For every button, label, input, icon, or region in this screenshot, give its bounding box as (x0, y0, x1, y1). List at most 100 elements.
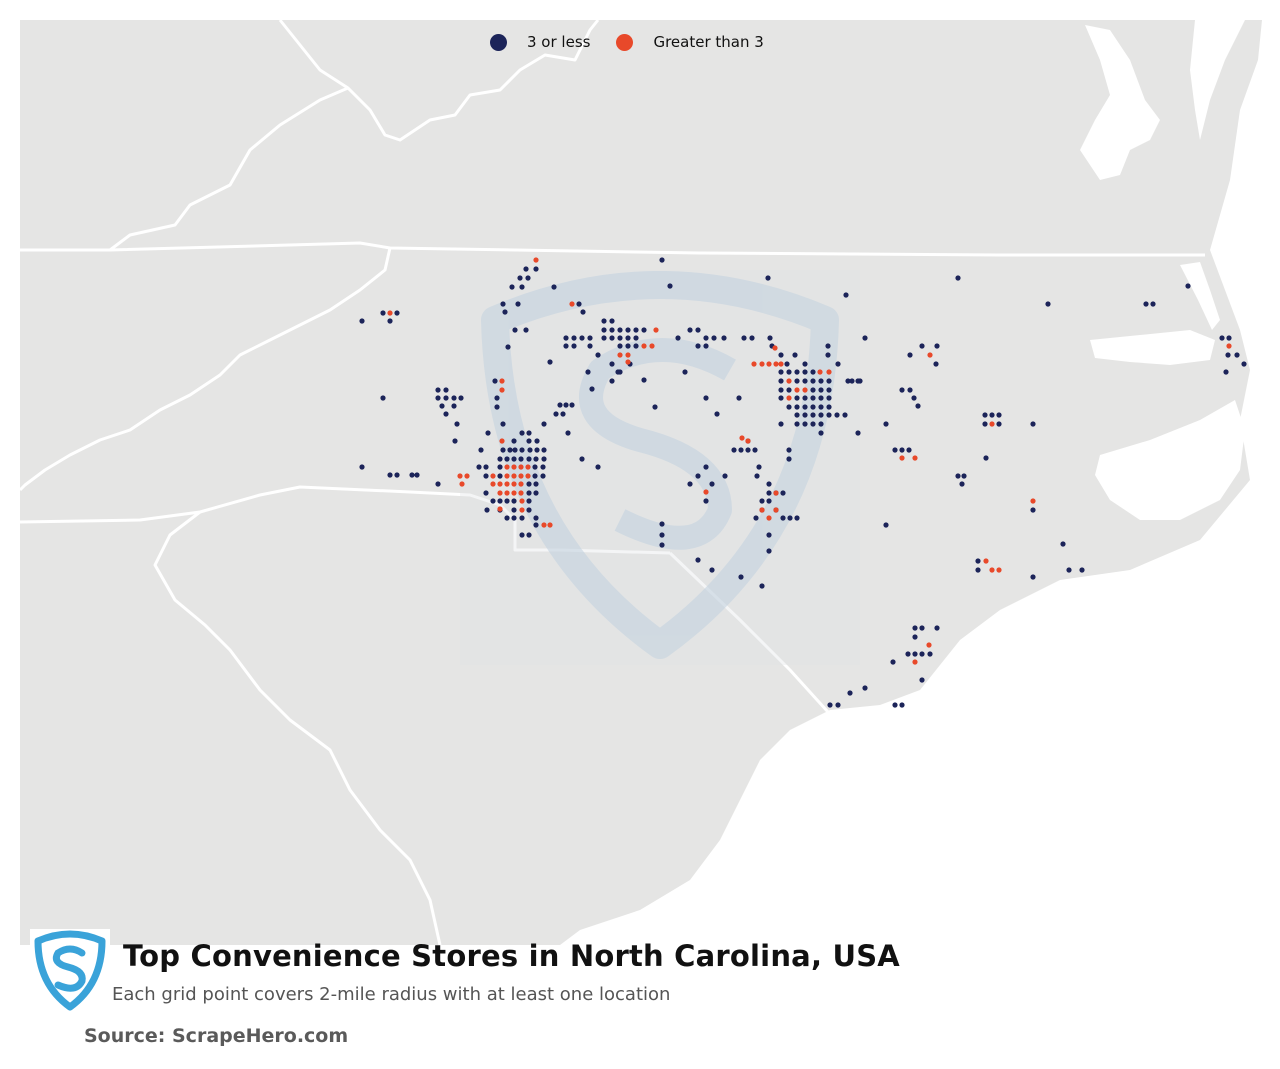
grid-point-low (818, 430, 824, 436)
grid-point-low (786, 456, 792, 462)
grid-point-low (975, 567, 981, 573)
grid-point-low (818, 378, 824, 384)
grid-point-low (899, 387, 905, 393)
grid-point-high (519, 498, 525, 504)
legend-dot-low-icon (490, 33, 507, 51)
grid-point-low (625, 343, 631, 349)
grid-point-low (617, 335, 623, 341)
grid-point-low (533, 456, 539, 462)
grid-point-low (754, 473, 760, 479)
grid-point-low (810, 378, 816, 384)
grid-point-low (703, 343, 709, 349)
grid-point-low (675, 335, 681, 341)
grid-point-low (849, 378, 855, 384)
grid-point-low (443, 387, 449, 393)
grid-point-low (519, 515, 525, 521)
grid-point-low (504, 456, 510, 462)
grid-point-low (443, 395, 449, 401)
grid-point-low (996, 412, 1002, 418)
grid-point-low (540, 464, 546, 470)
grid-point-low (534, 438, 540, 444)
grid-point-high (766, 361, 772, 367)
grid-point-high (912, 455, 918, 461)
grid-point-low (641, 377, 647, 383)
grid-point-low (778, 378, 784, 384)
grid-point-low (818, 412, 824, 418)
source-credit: Source: ScrapeHero.com (84, 1025, 349, 1047)
grid-point-low (787, 515, 793, 521)
grid-point-high (504, 464, 510, 470)
grid-point-low (512, 447, 518, 453)
grid-point-low (500, 301, 506, 307)
grid-point-low (1060, 541, 1066, 547)
grid-point-low (557, 402, 563, 408)
grid-point-low (492, 378, 498, 384)
grid-point-low (515, 301, 521, 307)
grid-point-low (533, 515, 539, 521)
grid-point-low (934, 343, 940, 349)
grid-point-low (1150, 301, 1156, 307)
grid-point-low (519, 532, 525, 538)
grid-point-low (380, 395, 386, 401)
grid-point-low (494, 395, 500, 401)
grid-point-low (912, 651, 918, 657)
grid-point-high (511, 464, 517, 470)
grid-point-high (817, 369, 823, 375)
grid-point-low (595, 464, 601, 470)
grid-point-low (818, 421, 824, 427)
pamlico-sound (1095, 400, 1245, 520)
grid-point-low (533, 481, 539, 487)
grid-point-low (996, 421, 1002, 427)
grid-point-low (504, 515, 510, 521)
grid-point-high (653, 327, 659, 333)
grid-point-low (483, 464, 489, 470)
grid-point-low (533, 266, 539, 272)
grid-point-low (1234, 352, 1240, 358)
grid-point-low (625, 327, 631, 333)
grid-point-low (387, 318, 393, 324)
grid-point-low (609, 318, 615, 324)
grid-point-low (862, 685, 868, 691)
grid-point-low (451, 395, 457, 401)
grid-point-low (609, 361, 615, 367)
grid-point-low (794, 404, 800, 410)
grid-point-low (835, 361, 841, 367)
grid-point-high (1030, 498, 1036, 504)
grid-point-high (802, 387, 808, 393)
grid-point-high (499, 387, 505, 393)
grid-point-high (739, 435, 745, 441)
grid-points-layer (359, 257, 1247, 708)
grid-point-low (587, 343, 593, 349)
border-wv-va (278, 19, 600, 142)
grid-point-low (714, 411, 720, 417)
grid-point-high (1226, 343, 1232, 349)
grid-point-low (526, 498, 532, 504)
grid-point-low (359, 318, 365, 324)
grid-point-low (825, 343, 831, 349)
grid-point-low (695, 327, 701, 333)
grid-point-high (899, 455, 905, 461)
grid-point-high (518, 473, 524, 479)
grid-point-low (766, 481, 772, 487)
grid-point-low (738, 574, 744, 580)
grid-point-low (802, 404, 808, 410)
grid-point-low (695, 473, 701, 479)
grid-point-low (919, 625, 925, 631)
grid-point-low (919, 651, 925, 657)
grid-point-low (778, 421, 784, 427)
grid-point-low (497, 498, 503, 504)
grid-point-low (983, 455, 989, 461)
grid-point-low (1143, 301, 1149, 307)
legend-dot-high-icon (616, 33, 634, 51)
grid-point-low (502, 309, 508, 315)
grid-point-low (659, 257, 665, 263)
grid-point-low (519, 430, 525, 436)
grid-point-low (753, 515, 759, 521)
grid-point-high (617, 352, 623, 358)
grid-point-low (759, 498, 765, 504)
grid-point-high (518, 490, 524, 496)
grid-point-low (752, 447, 758, 453)
grid-point-low (571, 343, 577, 349)
grid-point-low (617, 369, 623, 375)
grid-point-low (899, 447, 905, 453)
